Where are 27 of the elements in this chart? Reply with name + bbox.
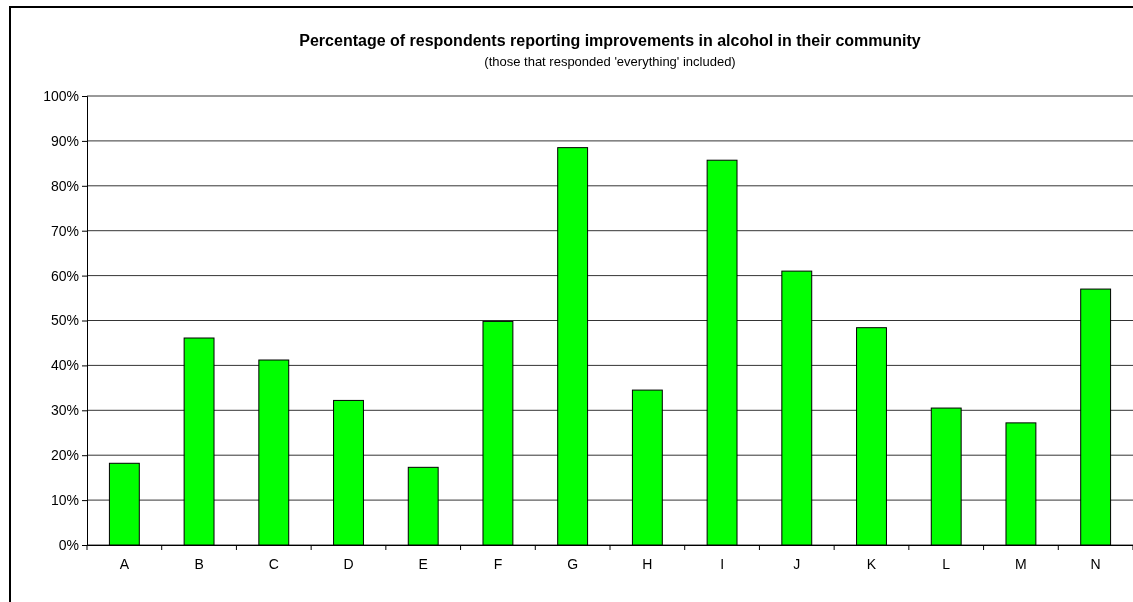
x-tick-label: M (1015, 555, 1027, 572)
x-tick-label: C (268, 555, 279, 572)
y-tick-label: 20% (50, 447, 79, 464)
y-tick-label: 80% (50, 177, 79, 194)
x-tick-label: N (1090, 555, 1101, 572)
x-tick-label: A (119, 555, 130, 572)
x-tick-label: I (720, 555, 725, 572)
x-tick-label: J (793, 555, 801, 572)
x-tick-label: F (493, 555, 503, 572)
chart-subtitle: (those that responded 'everything' included) (484, 54, 736, 69)
y-tick-label: 10% (50, 492, 79, 509)
x-tick-label: E (418, 555, 428, 572)
chart-title: Percentage of respondents reporting improvements in alcohol in their community (299, 32, 921, 49)
x-tick-label: B (194, 555, 204, 572)
x-tick-label: L (942, 555, 951, 572)
x-tick-label: D (343, 555, 354, 572)
x-tick-label: G (567, 555, 579, 572)
y-tick-label: 100% (43, 87, 79, 104)
y-tick-label: 90% (50, 132, 79, 149)
y-tick-label: 70% (50, 222, 79, 239)
x-tick-label: H (642, 555, 653, 572)
y-tick-label: 60% (50, 267, 79, 284)
y-tick-label: 30% (50, 402, 79, 419)
y-tick-label: 40% (50, 357, 79, 374)
x-tick-label: K (866, 555, 877, 572)
y-tick-label: 50% (50, 312, 79, 329)
y-tick-label: 0% (58, 536, 79, 553)
